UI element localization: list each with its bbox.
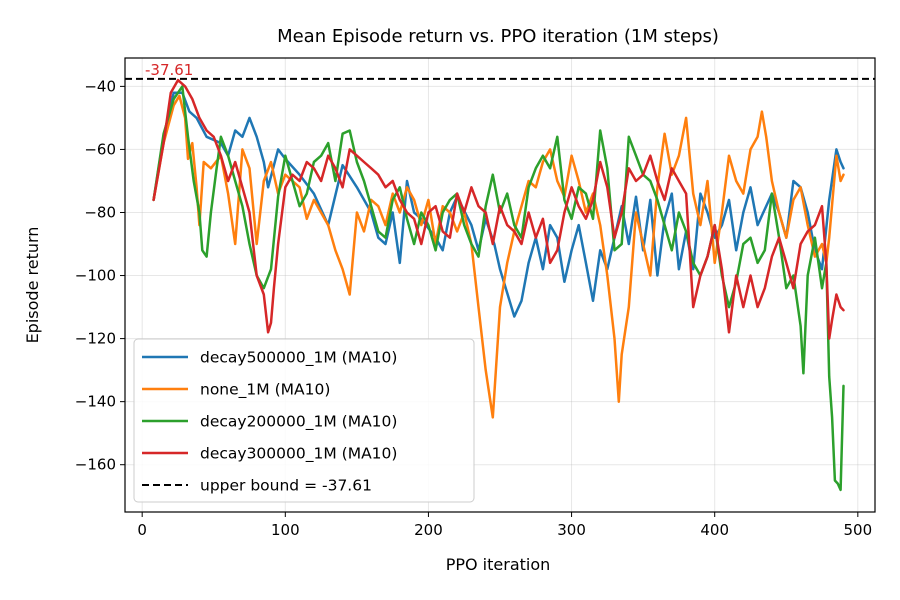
reference-line-annotation: -37.61	[145, 61, 193, 79]
x-tick-label: 100	[271, 521, 300, 539]
series-group	[152, 78, 845, 492]
y-tick-label: −60	[84, 140, 116, 158]
legend-label: upper bound = -37.61	[200, 477, 372, 495]
x-tick-label: 500	[844, 521, 873, 539]
legend-label: decay300000_1M (MA10)	[200, 445, 397, 464]
y-tick-label: −120	[75, 330, 116, 348]
y-axis-ticks: −160 −140 −120 −100 −80 −60 −40	[75, 77, 125, 474]
series-line-4	[152, 78, 845, 340]
chart-title: Mean Episode return vs. PPO iteration (1…	[277, 26, 719, 47]
y-tick-label: −140	[75, 393, 116, 411]
x-tick-label: 300	[557, 521, 586, 539]
legend-label: decay500000_1M (MA10)	[200, 349, 397, 368]
y-tick-label: −100	[75, 267, 116, 285]
y-tick-label: −80	[84, 203, 116, 221]
series-line-3	[152, 85, 845, 492]
x-tick-label: 400	[700, 521, 729, 539]
legend: decay500000_1M (MA10) none_1M (MA10) decay…	[133, 338, 475, 503]
plot-frame	[124, 57, 876, 513]
y-tick-label: −160	[75, 456, 116, 474]
x-axis-title: PPO iteration	[446, 555, 551, 574]
y-tick-label: −40	[84, 77, 116, 95]
y-axis-title: Episode return	[23, 227, 42, 344]
x-axis-ticks: 0 100 200 300 400 500	[137, 512, 872, 539]
legend-label: none_1M (MA10)	[200, 381, 330, 400]
x-tick-label: 200	[414, 521, 443, 539]
x-tick-label: 0	[137, 521, 147, 539]
legend-frame	[133, 338, 475, 503]
legend-label: decay200000_1M (MA10)	[200, 413, 397, 432]
